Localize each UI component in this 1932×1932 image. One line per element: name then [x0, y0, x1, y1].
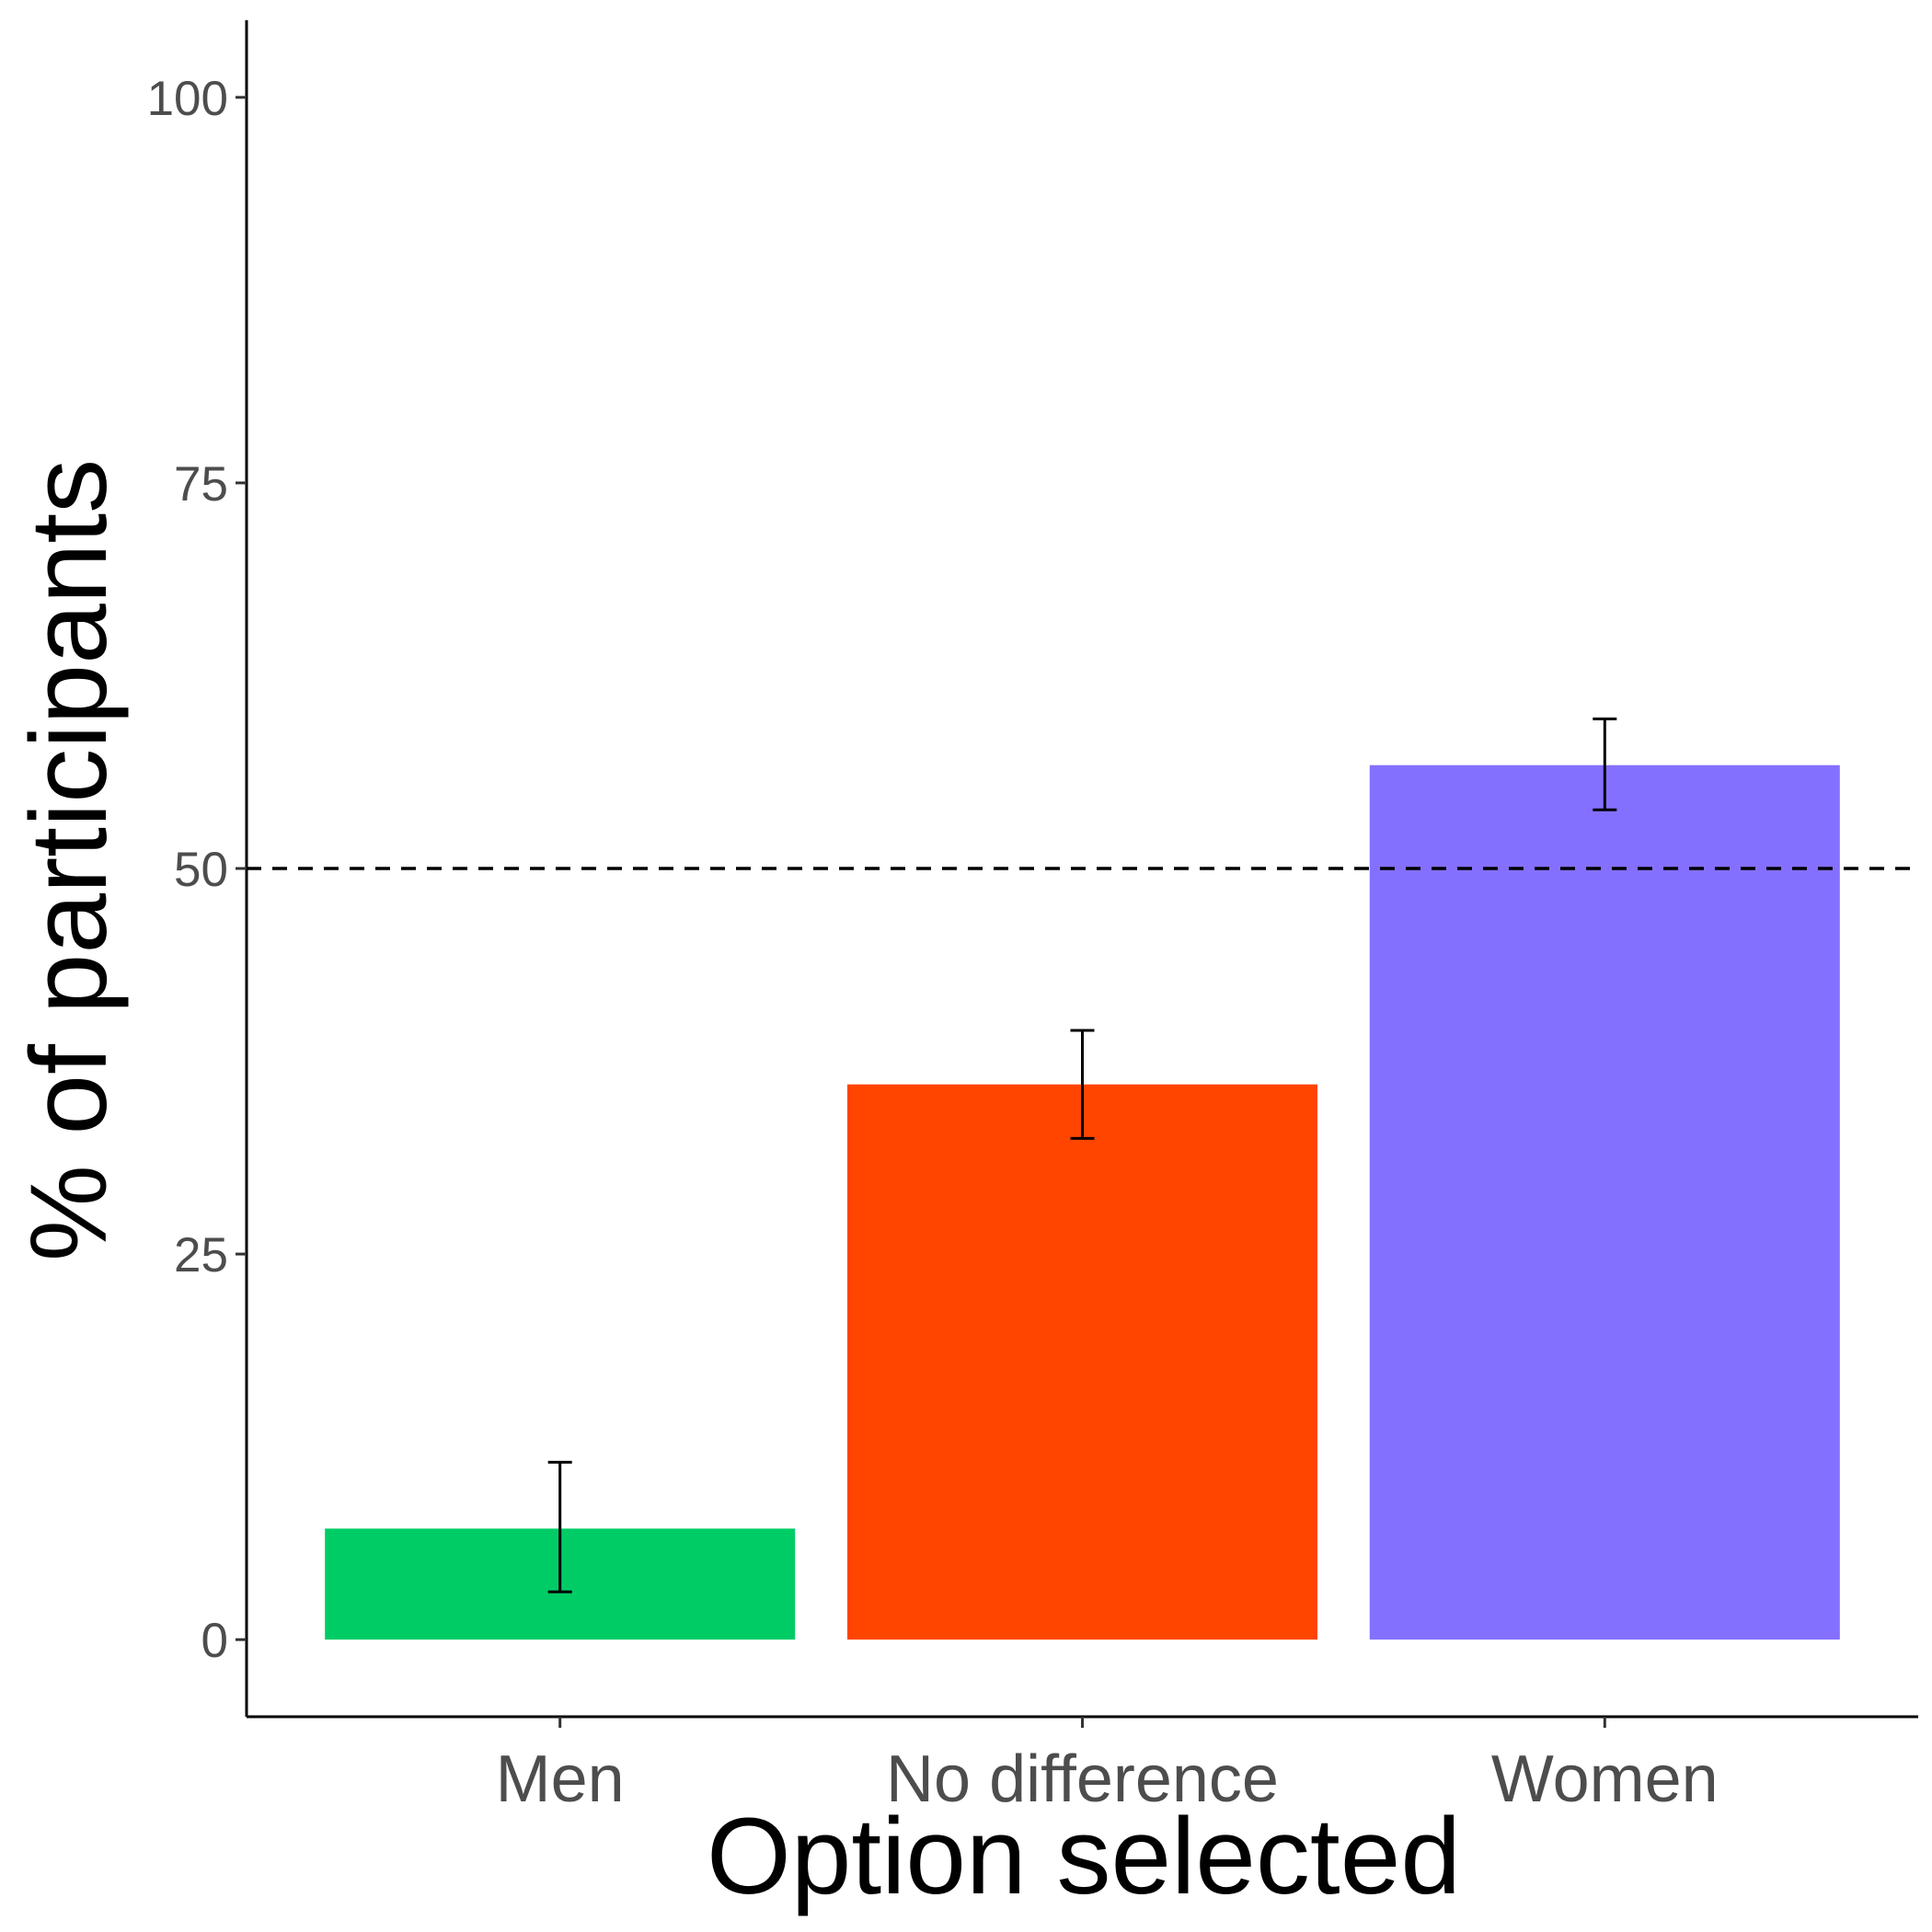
error-bar-men — [547, 1460, 572, 1593]
y-axis-title: % of participants — [8, 459, 130, 1261]
x-tick-label-no-difference: No difference — [886, 1742, 1279, 1816]
y-tick-label-75: 75 — [174, 457, 228, 512]
error-bar-no-difference — [1070, 1029, 1095, 1140]
bar-no-difference — [846, 1084, 1318, 1640]
error-bar-women — [1593, 717, 1617, 811]
y-tick-label-50: 50 — [174, 843, 228, 897]
x-tick-label-women: Women — [1491, 1742, 1719, 1816]
bars-layer — [325, 765, 1840, 1640]
y-ticks-layer: 0 25 50 75 100 — [147, 72, 247, 1668]
y-tick-label-100: 100 — [147, 72, 228, 126]
x-tick-label-men: Men — [496, 1742, 625, 1816]
error-bars-layer — [547, 717, 1617, 1593]
y-tick-label-0: 0 — [201, 1614, 228, 1668]
bar-women — [1369, 765, 1840, 1640]
x-ticks-layer: Men No difference Women — [496, 1717, 1719, 1816]
y-tick-label-25: 25 — [174, 1228, 228, 1282]
x-axis-title: Option selected — [707, 1796, 1461, 1917]
